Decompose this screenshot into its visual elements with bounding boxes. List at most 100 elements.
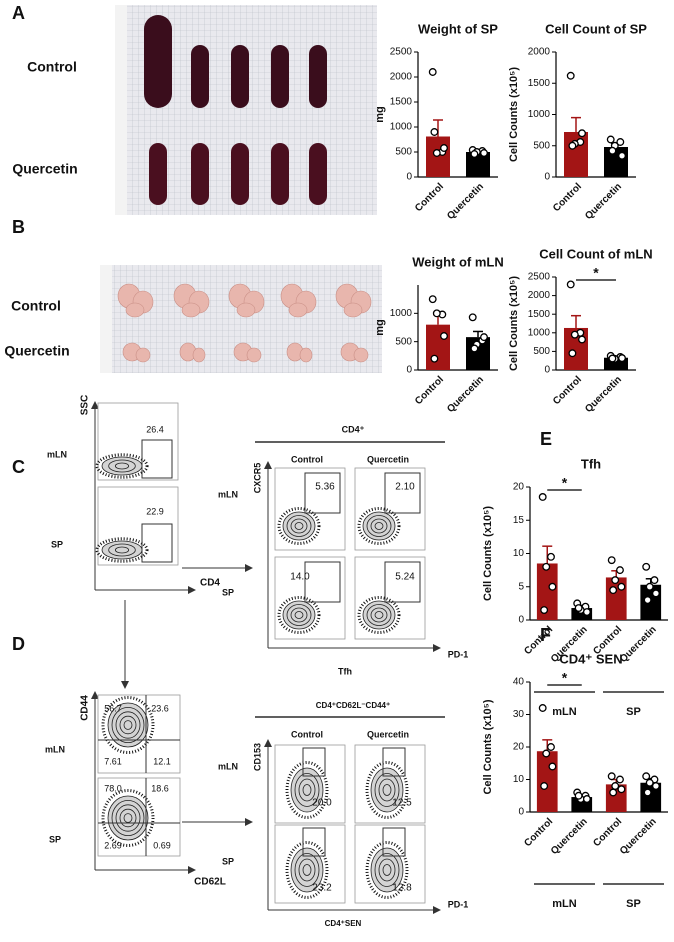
y-tick-label: 0 [544, 172, 550, 183]
gate [384, 472, 421, 514]
data-point [432, 309, 441, 318]
contour [294, 773, 320, 807]
y-tick-label: 2500 [390, 47, 413, 58]
x-tick-label: Control [413, 374, 446, 407]
data-point [609, 788, 618, 797]
gate [382, 827, 406, 857]
data-point [440, 144, 448, 152]
contour [366, 604, 392, 626]
label: CD153 [252, 743, 262, 771]
label: Control [291, 729, 323, 739]
gate [384, 561, 421, 603]
lymph-node [125, 302, 145, 318]
label: 18.6 [151, 783, 169, 793]
contour [366, 515, 392, 537]
event-cloud [357, 507, 401, 545]
event-cloud [101, 696, 155, 754]
data-point [651, 782, 660, 790]
data-point [538, 704, 547, 712]
label: SP [51, 539, 63, 549]
y-tick-label: 2000 [528, 290, 551, 301]
chart-title: Weight of SP [418, 21, 498, 36]
contour [362, 511, 396, 541]
significance: * [562, 670, 568, 686]
event-cloud [365, 841, 409, 899]
label: E [540, 429, 552, 449]
bar [536, 563, 558, 620]
label: Control [11, 298, 61, 314]
gate [141, 439, 173, 479]
data-point [643, 788, 652, 797]
data-point [548, 762, 557, 771]
bar [571, 608, 593, 620]
contour [107, 702, 149, 748]
y-tick-label: 2500 [528, 272, 551, 283]
label: mLN [218, 489, 238, 499]
bar [536, 751, 558, 812]
chart-title: CD4⁺ SEN [559, 651, 622, 666]
data-point [607, 556, 616, 565]
event-cloud [277, 596, 321, 634]
y-tick-label: 30 [513, 709, 525, 720]
label: PD-1 [448, 899, 469, 909]
label: 56.7 [104, 703, 122, 713]
y-tick-label: 500 [533, 346, 550, 357]
spleen [309, 143, 327, 205]
y-tick-label: 1500 [528, 309, 551, 320]
lymph-node [288, 302, 308, 318]
data-point [607, 772, 616, 781]
spleen [191, 143, 209, 205]
y-tick-label: 20 [513, 742, 525, 753]
flow-plot [274, 556, 346, 640]
data-point [642, 772, 651, 781]
contour [111, 707, 145, 744]
contour [378, 858, 396, 882]
spleen [271, 143, 289, 205]
spleen [231, 45, 249, 108]
gate [141, 523, 173, 563]
contour [290, 767, 324, 813]
data-point [468, 313, 477, 322]
data-point [547, 743, 555, 751]
label: PD-1 [448, 649, 469, 659]
label: Quercetin [367, 729, 409, 739]
contour [370, 607, 388, 623]
lymph-node [299, 347, 313, 363]
data-point [642, 562, 651, 571]
label: Tfh [338, 666, 352, 676]
group-label: SP [626, 706, 641, 718]
data-point [568, 349, 577, 358]
gate [304, 561, 341, 603]
contour [298, 858, 316, 882]
label: mLN [218, 761, 238, 771]
bar [564, 132, 588, 177]
x-tick-label: Quercetin [583, 181, 624, 222]
contour [290, 847, 324, 893]
gate [302, 827, 326, 857]
data-point [611, 576, 620, 585]
data-point [608, 146, 617, 155]
label: Quercetin [367, 454, 409, 464]
data-point [616, 138, 625, 146]
label: B [12, 217, 25, 237]
label: 5.36 [315, 482, 335, 493]
y-axis-label: mg [374, 319, 386, 336]
label: 23.2 [312, 883, 332, 894]
label: Control [27, 59, 77, 75]
data-point [617, 582, 626, 591]
data-point [480, 149, 488, 157]
contour [282, 600, 316, 630]
y-tick-label: 1500 [390, 97, 413, 108]
data-point [542, 749, 551, 758]
label: CD4⁺CD62L⁻CD44⁺ [316, 701, 390, 710]
event-cloud [95, 537, 149, 563]
y-tick-label: 20 [513, 482, 525, 493]
label: Control [291, 454, 323, 464]
y-axis-label: Cell Counts (x10⁵) [482, 506, 494, 601]
contour [111, 800, 145, 837]
data-point [608, 354, 617, 363]
contour [286, 515, 312, 537]
data-point [582, 795, 591, 803]
